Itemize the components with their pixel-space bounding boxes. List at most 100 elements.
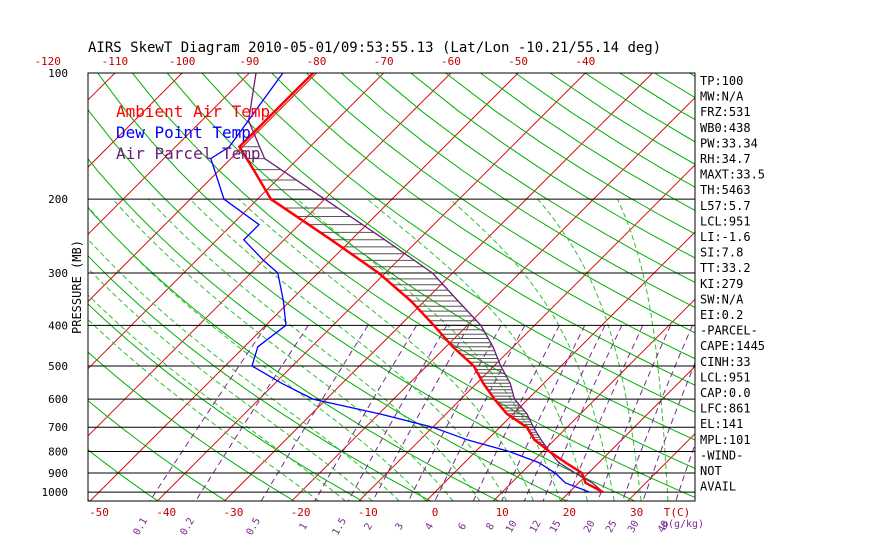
isotherm-line xyxy=(89,73,519,501)
mixing-ratio-label: 6 xyxy=(457,521,470,532)
isotherm-line xyxy=(358,164,695,501)
index-entry: LFC:861 xyxy=(700,402,751,416)
dry-adiabat-line xyxy=(306,73,695,334)
index-entry: TH:5463 xyxy=(700,183,751,197)
moist-adiabat-line xyxy=(88,294,346,501)
pressure-tick-label: 200 xyxy=(48,193,68,206)
index-entry: TP:100 xyxy=(700,74,743,88)
index-entry: -PARCEL- xyxy=(700,324,758,338)
pressure-tick-label: 400 xyxy=(48,319,68,332)
bottom-tick-label: 10 xyxy=(496,506,509,519)
mixing-ratio-labels: 0.1 0.2 0.5 1 1.5 2 3 4 6 8 10 12 15 20 25 30 40g(g/kg) xyxy=(132,516,705,537)
moist-adiabat-line xyxy=(537,198,642,501)
mixing-ratio-label: 25 xyxy=(604,519,620,535)
pressure-tick-label: 800 xyxy=(48,446,68,459)
isotherm-line xyxy=(0,73,48,501)
mixing-ratio-label: 0.1 xyxy=(132,516,151,537)
top-tick-label: -90 xyxy=(239,55,259,68)
dry-adiabat-line xyxy=(88,449,159,501)
series-line-dew-point-temp xyxy=(210,73,590,493)
moist-adiabat-line xyxy=(296,198,561,501)
series-line-ambient-air-temp xyxy=(237,73,604,494)
index-entry: CINH:33 xyxy=(700,355,751,369)
dry-adiabat-line xyxy=(132,73,695,469)
index-entry: CAP:0.0 xyxy=(700,386,751,400)
dry-adiabat-line xyxy=(271,73,695,360)
dry-adiabat-line xyxy=(340,73,695,308)
index-entry: -WIND- xyxy=(700,448,743,462)
bottom-tick-label: -30 xyxy=(223,506,243,519)
index-entry: LI:-1.6 xyxy=(700,230,751,244)
index-entry: EI:0.2 xyxy=(700,308,743,322)
mixing-ratio-line xyxy=(434,325,526,501)
mixing-ratio-label: 12 xyxy=(528,519,544,535)
mixing-ratio-line xyxy=(472,325,560,501)
legend: Ambient Air Temp Dew Point Temp Air Parcel… xyxy=(116,102,270,163)
isotherm-line xyxy=(88,73,116,101)
bottom-tick-label: 20 xyxy=(563,506,576,519)
sounding-series xyxy=(210,73,604,494)
dry-adiabat-line xyxy=(759,73,870,501)
moist-adiabat-line xyxy=(617,198,669,501)
mixing-ratio-line xyxy=(501,325,586,501)
bottom-tick-label: -50 xyxy=(89,506,109,519)
bottom-temperature-ticks: -50 -40 -30 -20 -10 0 10 20 30 T(C) xyxy=(89,506,690,519)
mixing-ratio-label: 10 xyxy=(504,519,520,535)
mixing-ratio-unit: g(g/kg) xyxy=(662,519,704,530)
moist-adiabat-line xyxy=(449,198,615,501)
mixing-ratio-label: 1.5 xyxy=(331,516,350,537)
isotherm-line xyxy=(829,73,870,501)
isotherm-line xyxy=(425,231,695,501)
index-entry: LCL:951 xyxy=(700,370,751,384)
moist-adiabat-line xyxy=(88,205,427,501)
bottom-tick-label: 30 xyxy=(630,506,643,519)
isotherm-line xyxy=(291,97,695,501)
legend-entry: Dew Point Temp xyxy=(116,123,251,142)
moist-adiabat-line xyxy=(88,267,373,501)
top-tick-label: -70 xyxy=(374,55,394,68)
moist-adiabat-line xyxy=(88,318,319,501)
isotherm-line xyxy=(88,73,452,437)
legend-entry: Ambient Air Temp xyxy=(116,102,270,121)
isotherm-line xyxy=(156,73,586,501)
dry-adiabat-line xyxy=(88,255,431,501)
isotherm-line xyxy=(560,365,695,501)
moist-adiabat-line xyxy=(148,198,481,501)
mixing-ratio-label: 20 xyxy=(582,519,598,535)
moist-adiabat-line xyxy=(112,198,454,501)
index-entry: TT:33.2 xyxy=(700,261,751,275)
index-entry: SI:7.8 xyxy=(700,246,743,260)
dry-adiabat-line xyxy=(201,73,695,413)
mixing-ratio-label: 0.5 xyxy=(245,516,264,537)
top-tick-label: -60 xyxy=(441,55,461,68)
top-tick-label: -40 xyxy=(575,55,595,68)
pressure-tick-label: 300 xyxy=(48,267,68,280)
isotherm-line xyxy=(88,73,183,168)
pressure-tick-label: 700 xyxy=(48,421,68,434)
dry-adiabat-line xyxy=(410,73,695,259)
mixing-ratio-label: 2 xyxy=(363,521,376,532)
index-entry: SW:N/A xyxy=(700,292,744,306)
mixing-ratio-line xyxy=(523,325,606,501)
mixing-ratio-line xyxy=(195,325,309,501)
index-entry: RH:34.7 xyxy=(700,152,751,166)
dry-adiabat-line xyxy=(88,399,227,501)
mixing-ratio-line xyxy=(260,325,369,501)
mixing-ratio-label: 0.2 xyxy=(179,516,198,537)
index-entry: EL:141 xyxy=(700,417,743,431)
moist-adiabat-line xyxy=(367,198,588,501)
index-entry: FRZ:531 xyxy=(700,105,751,119)
moist-adiabat-line xyxy=(88,238,400,501)
mixing-ratio-label: 1 xyxy=(298,521,311,532)
mixing-ratio-line xyxy=(408,325,502,501)
mixing-ratio-label: 30 xyxy=(626,519,642,535)
top-tick-label: -50 xyxy=(508,55,528,68)
pressure-tick-label: 100 xyxy=(48,67,68,80)
bottom-tick-label: -20 xyxy=(291,506,311,519)
dry-adiabat-line xyxy=(166,73,695,441)
bottom-unit-label: T(C) xyxy=(664,506,691,519)
top-temperature-ticks: -120 -110 -100 -90 -80 -70 -60 -50 -40 xyxy=(34,55,595,68)
pressure-tick-label: 900 xyxy=(48,467,68,480)
dry-adiabat-line xyxy=(236,73,695,386)
